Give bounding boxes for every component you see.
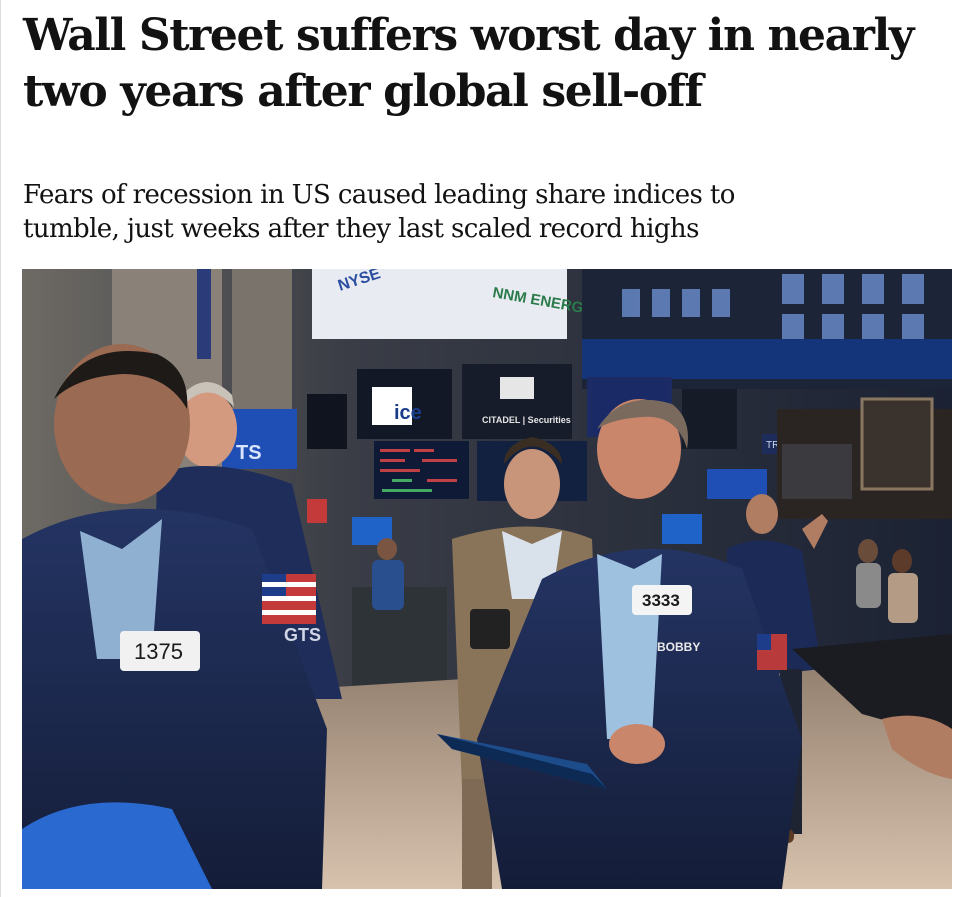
headline-line-1: Wall Street suffers worst day in nearly <box>23 10 914 61</box>
standfirst-line-2: tumble, just weeks after they last scale… <box>23 214 699 244</box>
citadel-sign: CITADEL | Securities <box>482 415 571 425</box>
main-article-photo: NYSE NNM ENERGY ice CITADEL | Securities <box>22 269 952 889</box>
left-badge-number: 1375 <box>134 639 183 664</box>
ice-sign: ice <box>394 402 422 424</box>
jacket-logo: GTS <box>284 625 321 645</box>
article-headline: Wall Street suffers worst day in nearly … <box>23 8 953 120</box>
headline-line-2: two years after global sell-off <box>23 66 703 117</box>
standfirst-line-1: Fears of recession in US caused leading … <box>23 180 735 210</box>
svg-text:TS: TS <box>236 442 262 464</box>
bobby-badge-number: 3333 <box>642 591 680 610</box>
article-standfirst: Fears of recession in US caused leading … <box>23 178 923 246</box>
trading-floor-illustration: NYSE NNM ENERGY ice CITADEL | Securities <box>22 269 952 889</box>
name-tag: BOBBY <box>657 640 700 654</box>
